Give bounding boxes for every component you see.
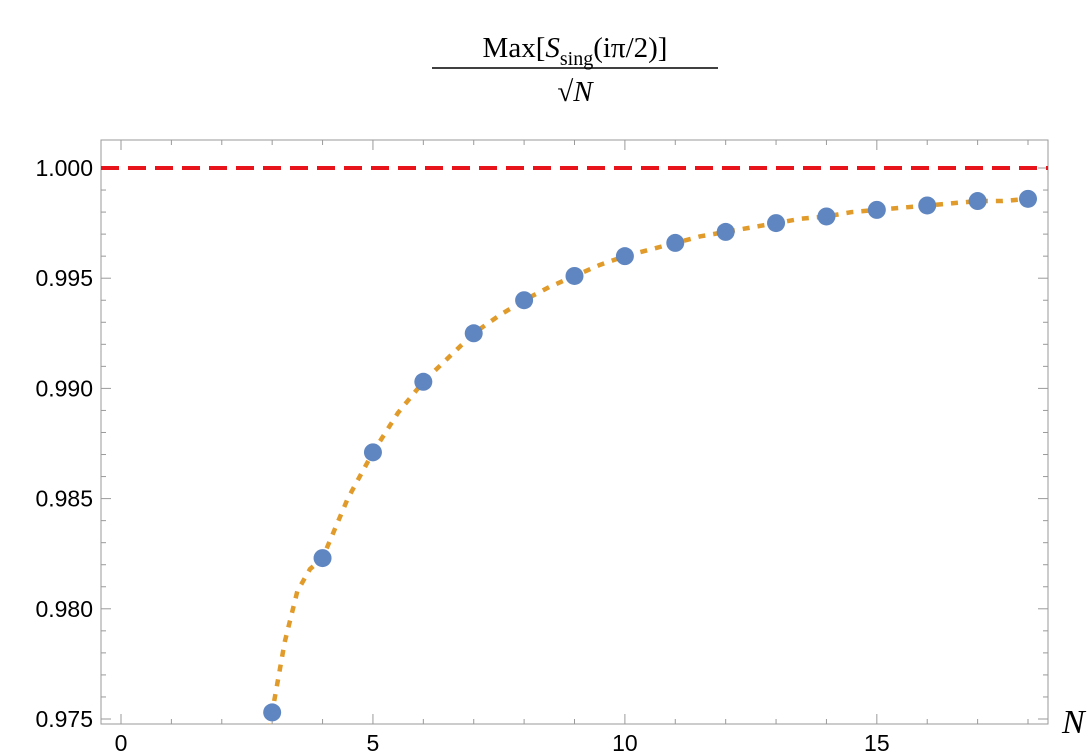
x-axis-ticks [120, 140, 1029, 724]
data-point [263, 703, 282, 722]
data-points-group [263, 189, 1037, 722]
title-denominator: √N [557, 76, 594, 108]
data-point [363, 443, 382, 462]
x-axis-tick-labels: 0 5 10 15 [115, 730, 890, 753]
y-tick-label: 0.990 [35, 375, 93, 401]
y-tick-label: 1.000 [35, 155, 93, 181]
fitted-curve-group [268, 196, 1029, 724]
x-tick-label: 5 [367, 730, 380, 753]
x-axis-label: N [1061, 704, 1087, 741]
data-point [666, 233, 685, 252]
y-tick-label: 0.985 [35, 486, 93, 512]
data-point [313, 549, 332, 568]
title-denominator-radical: √ [557, 76, 573, 108]
data-point [565, 266, 584, 285]
data-point [918, 196, 937, 215]
title-numerator-symbol: S [545, 32, 560, 64]
y-tick-label: 0.995 [35, 265, 93, 291]
data-point [515, 291, 534, 310]
title-numerator-prefix: Max[ [483, 32, 546, 64]
data-point [464, 324, 483, 343]
data-point [615, 247, 634, 266]
title-numerator-subscript: sing [560, 48, 593, 70]
y-axis-ticks [101, 167, 1048, 720]
data-point [867, 200, 886, 219]
x-tick-label: 15 [864, 730, 890, 753]
chart-title: Max[Ssing(iπ/2)] √N [432, 32, 718, 108]
fitted-curve [268, 196, 1029, 724]
y-tick-label: 0.980 [35, 596, 93, 622]
title-numerator-argument: (iπ/2)] [593, 32, 667, 64]
plot-frame [100, 139, 1049, 725]
y-axis-tick-labels: 0.975 0.980 0.985 0.990 0.995 1.000 [35, 155, 93, 732]
title-denominator-variable: N [572, 76, 594, 108]
x-tick-label: 0 [115, 730, 128, 753]
data-point [817, 207, 836, 226]
title-numerator: Max[Ssing(iπ/2)] [483, 32, 668, 70]
data-point [1019, 189, 1037, 208]
y-tick-label: 0.975 [35, 706, 93, 732]
data-point [767, 214, 786, 233]
data-point [716, 222, 735, 241]
data-point [414, 372, 433, 391]
x-tick-label: 10 [612, 730, 638, 753]
data-point [968, 192, 987, 211]
